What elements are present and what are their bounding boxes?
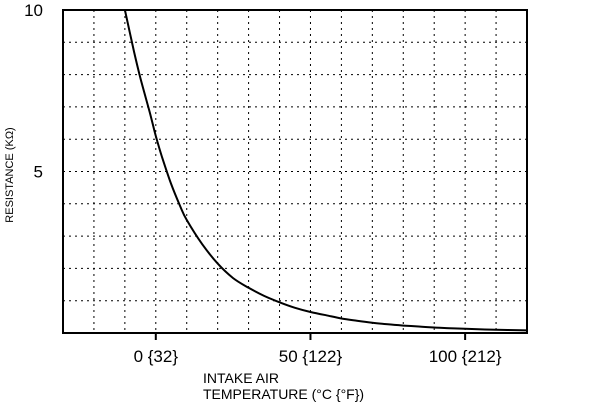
tick-labels: 0 {32} 50 {122} 100 {212} 5 10 <box>24 1 502 366</box>
x-axis-label-line2: TEMPERATURE (°C {°F}) <box>203 386 364 402</box>
series-line-0 <box>123 9 528 332</box>
x-tick-label: 50 {122} <box>279 347 343 366</box>
x-tick-label: 0 {32} <box>134 347 179 366</box>
grid <box>63 10 527 333</box>
y-tick-label: 10 <box>24 1 43 20</box>
series <box>123 9 528 332</box>
y-tick-label: 5 <box>34 163 43 182</box>
y-axis-label: RESISTANCE (KΩ) <box>4 127 16 222</box>
plot-frame <box>62 9 528 334</box>
x-tick-label: 100 {212} <box>429 347 502 366</box>
x-axis-label-line1: INTAKE AIR <box>203 370 279 386</box>
